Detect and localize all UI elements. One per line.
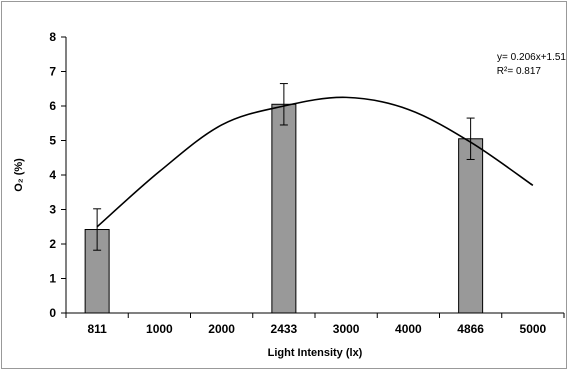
y-tick-label: 0 (49, 306, 56, 320)
bar (271, 103, 297, 314)
x-tick-label: 4866 (457, 322, 484, 336)
error-bar (279, 83, 288, 126)
trendline-equation: y= 0.206x+1.51 (497, 52, 566, 63)
error-bar (93, 208, 102, 251)
x-tick-label: 4000 (395, 322, 422, 336)
x-tick-label: 5000 (520, 322, 547, 336)
y-tick-label: 1 (49, 272, 56, 286)
y-tick-label: 2 (49, 237, 56, 251)
y-tick-label: 6 (49, 99, 56, 113)
y-tick-label: 7 (49, 65, 56, 79)
trendline (96, 96, 534, 228)
bar (458, 138, 484, 314)
y-tick-label: 5 (49, 134, 56, 148)
x-tick-label: 1000 (146, 322, 173, 336)
error-bar (466, 117, 475, 160)
y-axis-ticks: 0 1 2 3 4 5 6 7 8 (49, 30, 66, 320)
y-tick-label: 4 (49, 168, 56, 182)
x-axis-ticks: 811 1000 2000 2433 3000 4000 4866 5000 (65, 313, 565, 336)
x-tick-label: 2433 (271, 322, 298, 336)
x-tick-label: 2000 (208, 322, 235, 336)
trendline-r-squared: R²= 0.817 (497, 66, 542, 77)
x-tick-label: 3000 (333, 322, 360, 336)
error-bars (93, 83, 475, 251)
x-axis-title: Light Intensity (lx) (268, 347, 363, 359)
y-tick-label: 3 (49, 203, 56, 217)
y-tick-label: 8 (49, 30, 56, 44)
x-tick-label: 811 (87, 322, 107, 336)
y-axis-title: O₂ (%) (13, 158, 25, 192)
